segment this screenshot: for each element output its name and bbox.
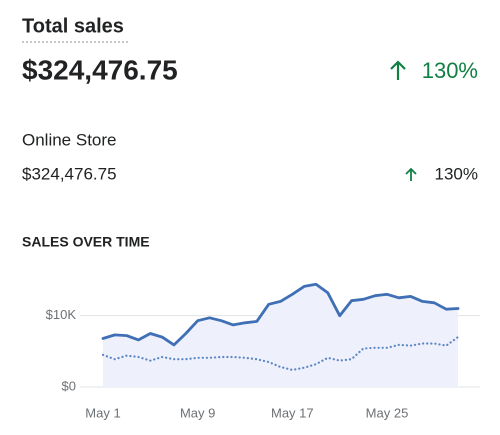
area xyxy=(103,284,458,387)
channel-name: Online Store xyxy=(22,130,117,149)
up-arrow xyxy=(405,167,417,181)
sales-line xyxy=(101,282,460,347)
card-title: Total sales xyxy=(22,15,124,37)
y-tick-label: $0 xyxy=(62,378,76,393)
section-title: SALES OVER TIME xyxy=(22,234,150,250)
y-tick-label: $10K xyxy=(46,307,77,322)
comparison-line xyxy=(101,336,460,371)
up-arrow xyxy=(390,60,406,80)
total-change: 130% xyxy=(422,58,478,83)
x-tick-label: May 9 xyxy=(180,405,215,420)
channel-change: 130% xyxy=(435,164,478,183)
x-tick-label: May 1 xyxy=(85,405,120,420)
channel-value: $324,476.75 xyxy=(22,164,117,183)
x-tick-label: May 17 xyxy=(271,405,314,420)
total-value: $324,476.75 xyxy=(22,54,178,85)
x-tick-label: May 25 xyxy=(366,405,409,420)
